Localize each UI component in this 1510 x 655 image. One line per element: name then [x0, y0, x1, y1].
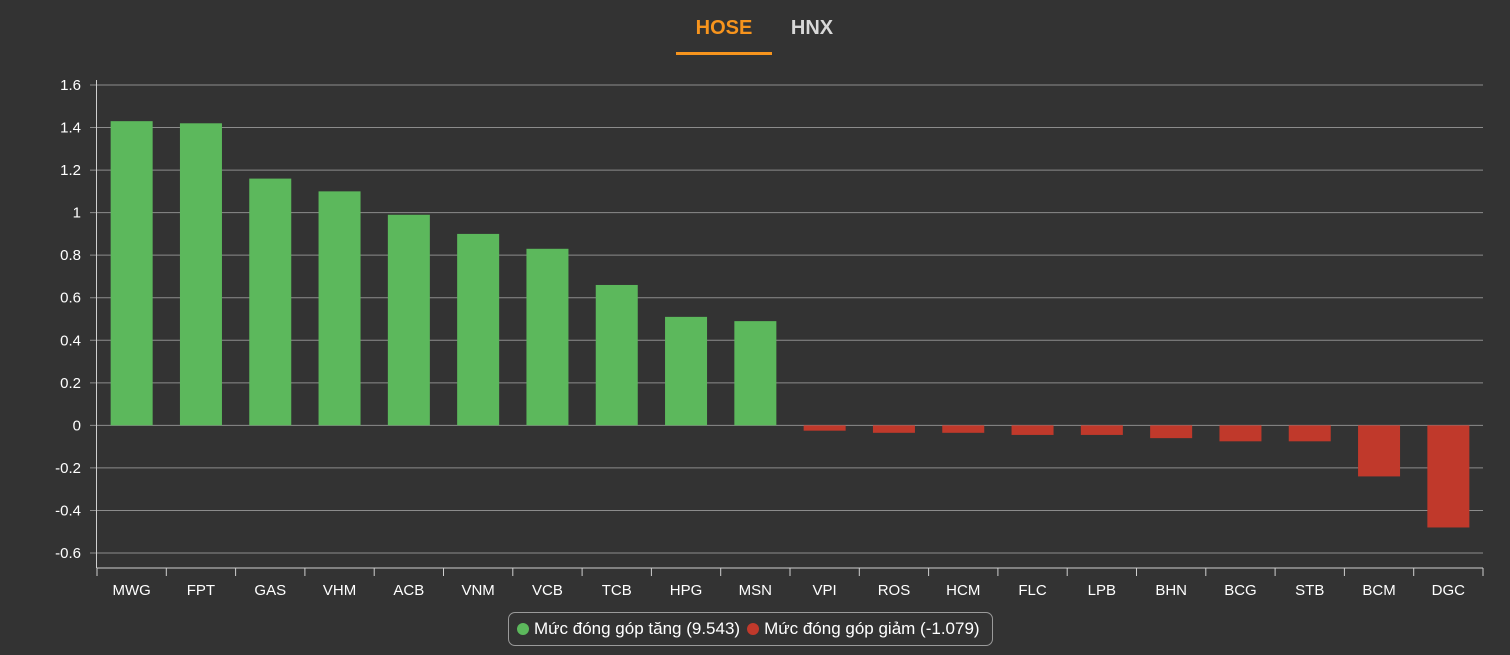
x-tick-label: BCM [1362, 582, 1395, 599]
bars [110, 121, 1470, 528]
legend-positive-label: Mức đóng góp tăng (9.543) [534, 619, 741, 638]
x-tick-label: MWG [112, 582, 150, 599]
bar-acb[interactable] [387, 214, 430, 426]
y-tick-label: 1.6 [60, 77, 81, 94]
bar-bhn[interactable] [1150, 425, 1193, 439]
bar-bcg[interactable] [1219, 425, 1262, 442]
grid-lines [90, 84, 1483, 554]
bar-vhm[interactable] [318, 191, 361, 426]
chart-legend: Mức đóng góp tăng (9.543) Mức đóng góp g… [508, 612, 993, 646]
bar-flc[interactable] [1011, 425, 1054, 435]
y-tick-label: 0.2 [60, 375, 81, 392]
y-tick-label: 0.4 [60, 332, 81, 349]
x-tick-label: STB [1295, 582, 1324, 599]
x-tick-label: VCB [532, 582, 563, 599]
y-tick-label: 0 [73, 417, 81, 434]
x-tick-label: LPB [1088, 582, 1116, 599]
x-tick-label: TCB [602, 582, 632, 599]
bar-hpg[interactable] [665, 316, 708, 426]
bar-mwg[interactable] [110, 121, 153, 426]
x-tick-label: GAS [254, 582, 286, 599]
y-tick-label: 1 [73, 205, 81, 222]
exchange-tabs: HOSE HNX [676, 8, 852, 55]
bar-vpi[interactable] [803, 425, 846, 431]
bar-stb[interactable] [1288, 425, 1331, 442]
bar-bcm[interactable] [1358, 425, 1401, 477]
bar-ros[interactable] [872, 425, 915, 433]
x-tick-label: ACB [393, 582, 424, 599]
x-tick-label: FPT [187, 582, 215, 599]
x-tick-label: VNM [461, 582, 494, 599]
x-tick-label: MSN [739, 582, 772, 599]
x-tick-label: DGC [1432, 582, 1466, 599]
tab-hose[interactable]: HOSE [676, 8, 772, 55]
x-tick-label: FLC [1018, 582, 1047, 599]
tab-hnx[interactable]: HNX [790, 17, 834, 39]
y-tick-label: 1.2 [60, 162, 81, 179]
x-tick-label: HCM [946, 582, 980, 599]
y-tick-label: 0.6 [60, 290, 81, 307]
bar-msn[interactable] [734, 321, 777, 426]
negative-dot-icon [747, 623, 760, 635]
x-tick-label: BCG [1224, 582, 1257, 599]
bar-vnm[interactable] [457, 233, 500, 426]
bar-gas[interactable] [249, 178, 292, 426]
legend-item-positive[interactable]: Mức đóng góp tăng (9.543) [517, 619, 740, 639]
x-tick-label: VPI [813, 582, 837, 599]
bar-lpb[interactable] [1080, 425, 1123, 435]
bar-vcb[interactable] [526, 248, 569, 426]
y-tick-label: -0.2 [55, 460, 81, 477]
x-tick-label: HPG [670, 582, 703, 599]
y-tick-label: -0.6 [55, 545, 81, 562]
axes: 1.6 1.4 1.2 1 0.8 0.6 0.4 0.2 0 -0.2 -0.4 -0.6 MWG FP… [55, 77, 1484, 599]
x-tick-label: VHM [323, 582, 356, 599]
y-tick-label: -0.4 [55, 502, 81, 519]
bar-hcm[interactable] [942, 425, 985, 433]
x-tick-label: BHN [1155, 582, 1187, 599]
x-tick-label: ROS [878, 582, 911, 599]
positive-dot-icon [517, 623, 529, 635]
y-tick-label: 0.8 [60, 247, 81, 264]
legend-negative-label: Mức đóng góp giảm (-1.079) [764, 619, 980, 638]
bar-dgc[interactable] [1427, 425, 1470, 528]
bar-fpt[interactable] [179, 123, 222, 426]
bar-tcb[interactable] [595, 284, 638, 426]
y-tick-label: 1.4 [60, 120, 81, 137]
legend-item-negative[interactable]: Mức đóng góp giảm (-1.079) [747, 619, 980, 639]
